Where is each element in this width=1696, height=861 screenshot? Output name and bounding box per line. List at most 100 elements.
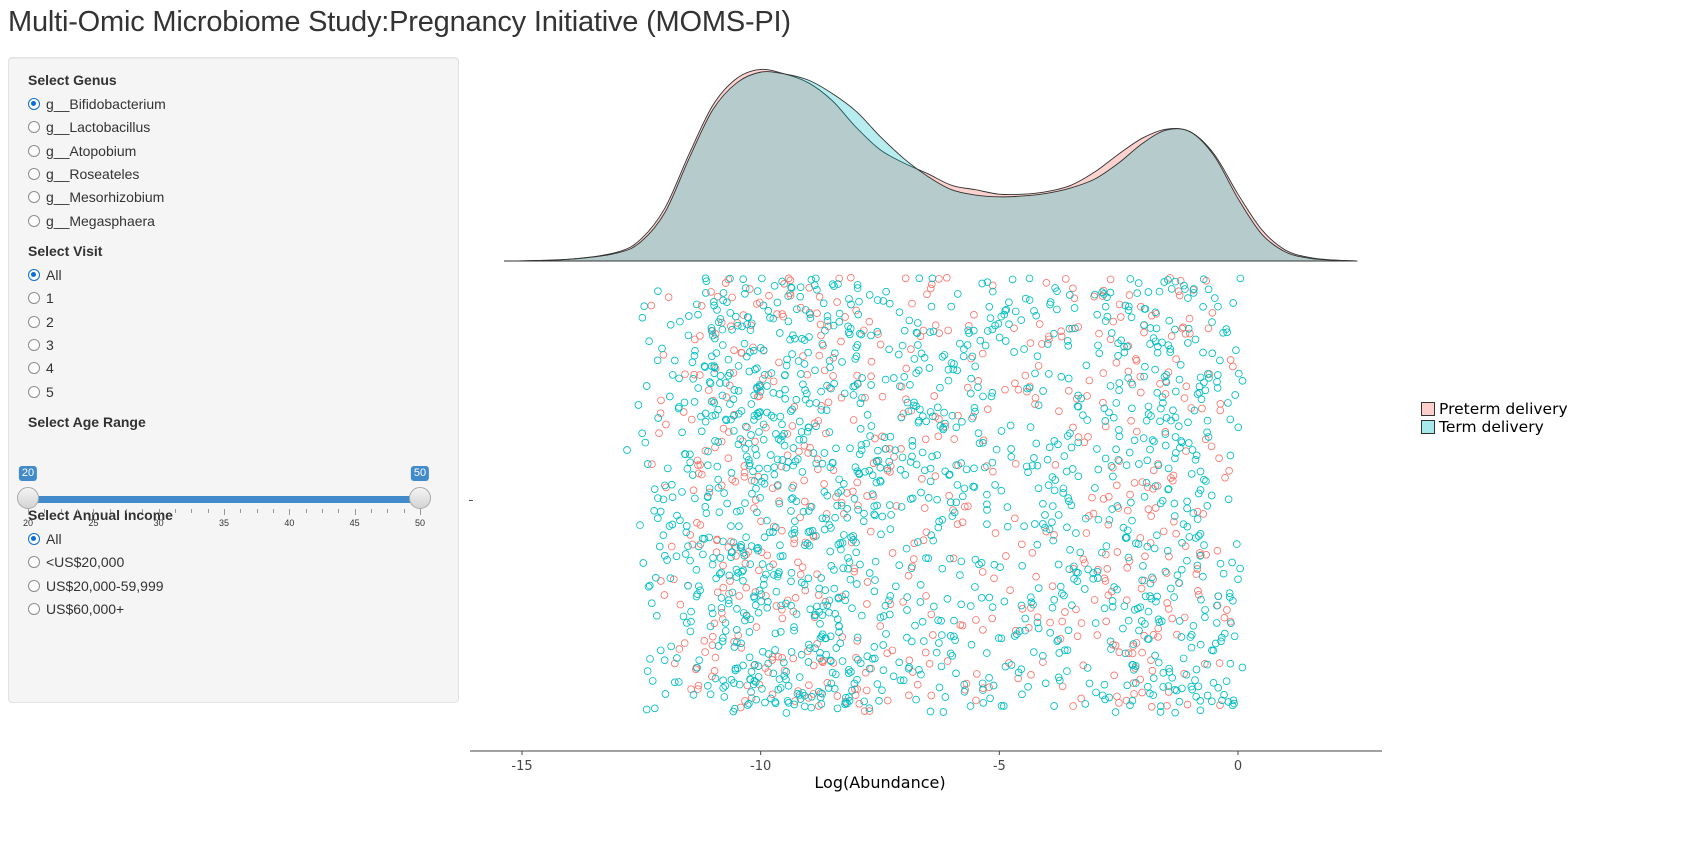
point-term (1041, 679, 1050, 688)
visit-option[interactable]: 5 (28, 382, 54, 402)
point-preterm (1099, 286, 1108, 295)
genus-option[interactable]: g__Bifidobacterium (28, 94, 166, 114)
genus-radio-button[interactable] (28, 144, 40, 157)
point-term (1130, 436, 1139, 445)
genus-radio-button[interactable] (28, 98, 40, 110)
point-term (865, 291, 874, 299)
genus-option[interactable]: g__Mesorhizobium (28, 187, 164, 207)
genus-option[interactable]: g__Megasphaera (28, 211, 155, 231)
point-preterm (1202, 276, 1211, 285)
point-term (729, 395, 738, 404)
point-term (823, 381, 831, 390)
visit-option[interactable]: All (28, 265, 62, 285)
point-term (796, 292, 805, 301)
point-term (707, 324, 716, 332)
point-term (1193, 561, 1202, 570)
point-term (960, 687, 969, 696)
point-preterm (1216, 399, 1225, 408)
point-term (725, 571, 734, 580)
visit-radio-button[interactable] (28, 315, 40, 328)
genus-option[interactable]: g__Lactobacillus (28, 117, 150, 137)
point-term (807, 692, 816, 701)
point-preterm (862, 686, 871, 695)
point-term (712, 349, 721, 357)
slider-to-handle[interactable] (409, 487, 431, 509)
income-radio-button[interactable] (28, 579, 40, 592)
point-term (776, 541, 784, 550)
genus-radio-button[interactable] (28, 214, 40, 227)
slider-from-handle[interactable] (17, 487, 39, 509)
visit-option[interactable]: 2 (28, 312, 54, 332)
point-preterm (1032, 572, 1040, 581)
point-preterm (1031, 394, 1040, 402)
point-preterm (1104, 520, 1113, 529)
income-option[interactable]: US$60,000+ (28, 599, 124, 619)
point-term (1054, 511, 1063, 519)
visit-option[interactable]: 4 (28, 358, 54, 378)
point-term (737, 639, 745, 648)
point-term (952, 423, 961, 432)
point-term (847, 533, 855, 542)
point-preterm (690, 335, 699, 344)
genus-radio-button[interactable] (28, 121, 40, 134)
point-term (903, 593, 912, 601)
point-term (980, 463, 989, 472)
point-term (741, 422, 750, 431)
point-preterm (775, 497, 783, 506)
point-term (837, 545, 845, 554)
visit-radio-button[interactable] (28, 362, 40, 375)
point-preterm (1064, 386, 1073, 395)
point-term (780, 371, 789, 380)
point-preterm (1011, 626, 1020, 635)
point-term (655, 542, 664, 551)
point-term (1162, 378, 1171, 387)
point-term (1063, 646, 1072, 655)
income-radio-button[interactable] (28, 602, 40, 615)
slider-tick (224, 509, 225, 515)
income-radio-button[interactable] (28, 533, 40, 545)
income-option[interactable]: <US$20,000 (28, 552, 124, 572)
genus-radio-button[interactable] (28, 167, 40, 180)
visit-radio-button[interactable] (28, 385, 40, 398)
point-term (863, 410, 872, 419)
point-preterm (1039, 658, 1047, 666)
genus-option-label: g__Atopobium (46, 142, 137, 159)
visit-radio-button[interactable] (28, 338, 40, 351)
point-term (1212, 619, 1221, 627)
age-range-slider[interactable]: 20 50 20 25 30 35 40 45 50 (17, 466, 431, 528)
point-term (924, 554, 933, 563)
point-term (741, 616, 749, 625)
point-term (851, 463, 860, 472)
genus-option[interactable]: g__Roseateles (28, 164, 139, 184)
point-preterm (1136, 675, 1145, 684)
point-term (1194, 682, 1203, 691)
point-preterm (768, 690, 777, 699)
point-preterm (647, 301, 656, 310)
point-term (857, 441, 866, 449)
visit-option[interactable]: 1 (28, 288, 54, 308)
point-term (667, 642, 676, 651)
point-preterm (824, 398, 833, 407)
income-radio-button[interactable] (28, 556, 40, 569)
income-option[interactable]: All (28, 529, 62, 549)
point-term (780, 672, 789, 680)
visit-radio-button[interactable] (28, 269, 40, 281)
point-term (790, 623, 798, 631)
income-option[interactable]: US$20,000-59,999 (28, 576, 164, 596)
point-term (856, 399, 865, 408)
point-term (885, 596, 893, 605)
point-term (782, 599, 790, 608)
point-term (720, 693, 729, 701)
point-term (1196, 640, 1205, 649)
visit-radio-button[interactable] (28, 292, 40, 305)
genus-radio-button[interactable] (28, 191, 40, 204)
visit-option[interactable]: 3 (28, 335, 54, 355)
point-term (953, 366, 962, 375)
point-term (697, 412, 705, 421)
genus-option[interactable]: g__Atopobium (28, 141, 136, 161)
point-term (773, 455, 782, 464)
point-preterm (883, 696, 892, 705)
point-preterm (694, 681, 703, 690)
point-term (735, 522, 743, 531)
point-preterm (790, 539, 798, 548)
